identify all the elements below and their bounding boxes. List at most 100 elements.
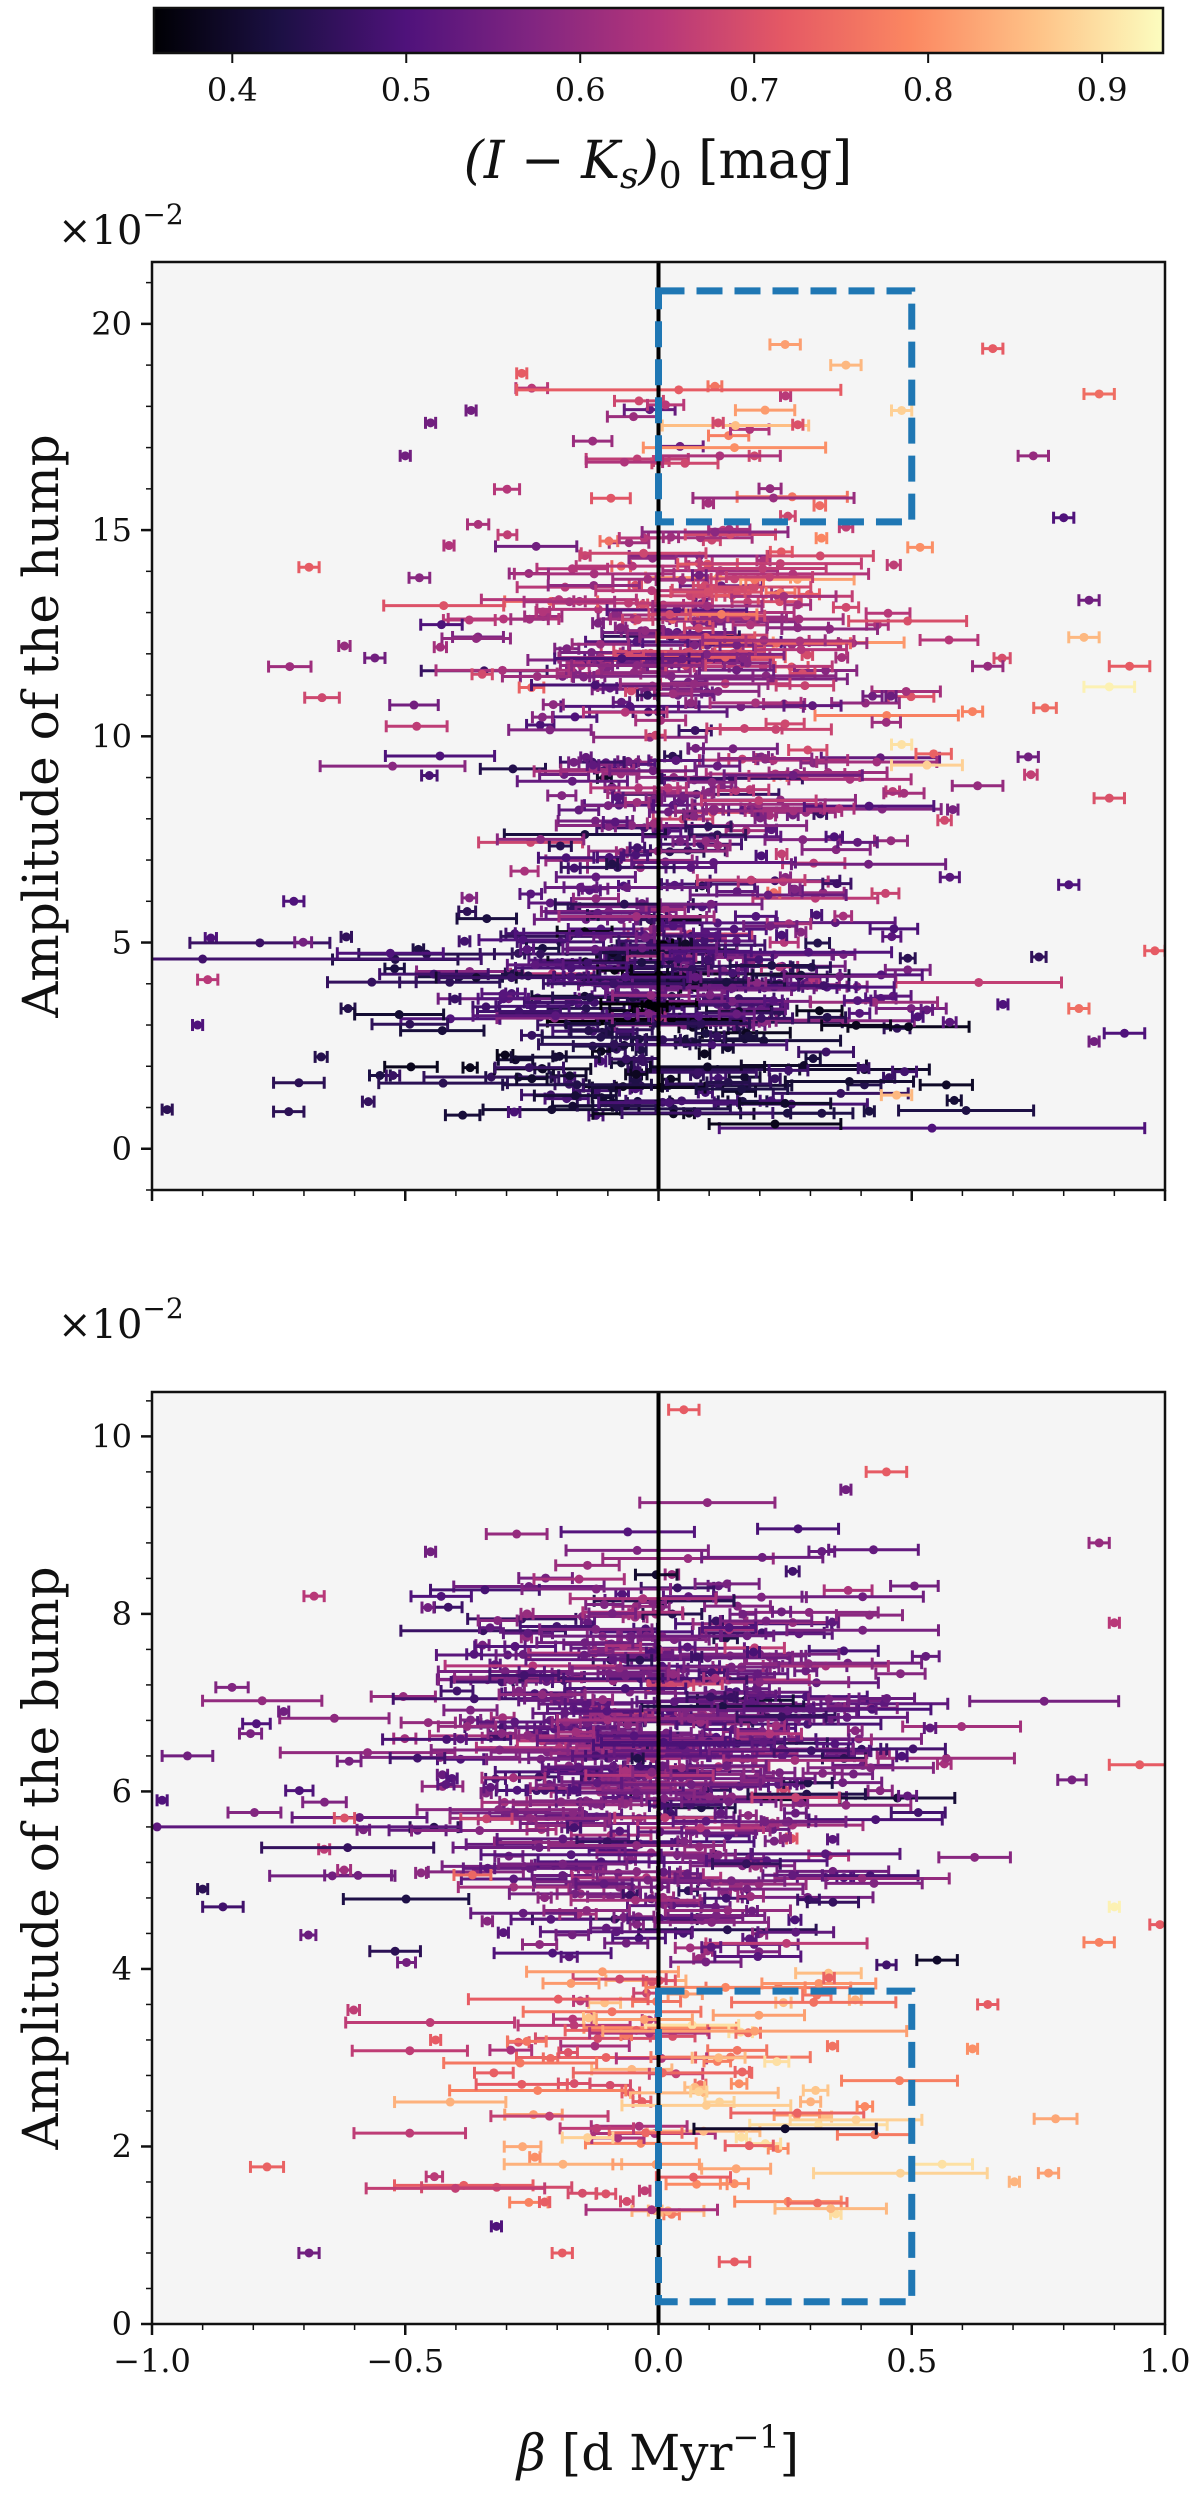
marker [604,821,614,831]
data-point [493,540,579,553]
marker [841,360,851,370]
marker [1039,1696,1049,1706]
data-point [697,1047,712,1060]
marker [841,602,851,612]
data-point [919,1003,935,1016]
marker [548,700,558,710]
marker [617,654,627,664]
data-point [821,877,853,890]
marker [471,633,481,643]
marker [522,944,532,954]
data-point [620,1106,775,1119]
marker [620,707,630,717]
marker [591,894,601,904]
data-point [683,810,705,823]
marker [770,1119,780,1129]
marker [808,701,818,711]
marker [405,1019,415,1029]
data-point [694,1082,790,1095]
marker [643,574,653,584]
marker [780,719,790,729]
data-point [443,1109,482,1122]
marker [752,978,762,988]
marker [803,745,813,755]
marker [998,999,1008,1009]
marker [703,498,713,508]
data-point [918,633,980,646]
marker [721,977,731,987]
marker [715,451,725,461]
marker [945,872,955,882]
data-point [645,817,663,830]
data-point [551,1100,595,1113]
marker [545,898,555,908]
data-point [775,929,789,942]
marker [597,932,607,942]
marker [588,436,598,446]
marker [595,639,605,649]
data-point [571,435,614,448]
data-point [660,419,811,432]
marker [806,2097,816,2107]
data-point [507,723,593,736]
marker [524,1063,534,1073]
marker [643,690,653,700]
marker [413,944,423,954]
marker [527,1030,537,1040]
marker [836,1088,846,1098]
marker [760,753,770,763]
marker [465,1063,475,1073]
data-point [889,738,914,751]
data-point [608,1053,645,1066]
data-point [814,532,829,545]
marker [685,591,695,601]
y-tick-label: 10 [91,717,132,755]
data-point [723,946,894,959]
marker [686,698,696,708]
marker [693,1067,703,1077]
marker [499,989,509,999]
marker [385,948,395,958]
marker [988,344,998,354]
data-point [881,930,903,943]
marker [367,977,377,987]
marker [438,1078,448,1088]
data-point [592,931,613,944]
marker [825,624,835,634]
marker [473,519,483,529]
marker [575,882,585,892]
marker [903,953,913,963]
marker [961,1105,971,1115]
marker [781,391,791,401]
marker [945,1017,955,1027]
marker [609,1039,619,1049]
marker [646,990,656,1000]
marker [883,608,893,618]
data-point [480,1915,495,1928]
data-point [601,816,629,829]
data-point [648,1060,767,1073]
colorbar-label: (I − Ks)0 [mag] [464,131,853,197]
data-point [1032,701,1058,714]
marker [812,910,822,920]
yaxis-top: 0 5 10 15 20 [91,281,152,1191]
marker [694,623,704,633]
data-point [687,828,748,841]
marker [673,954,683,964]
marker [853,837,863,847]
marker [716,609,726,619]
marker [689,679,699,689]
marker [841,1800,851,1810]
marker [691,743,701,753]
marker [821,1047,831,1057]
data-point [729,2077,749,2090]
data-point [885,558,902,571]
marker [587,648,597,658]
data-point [628,841,647,854]
marker [633,615,643,625]
marker [564,597,574,607]
marker [536,834,546,844]
data-point [461,1061,479,1074]
marker [458,1110,468,1120]
data-point [733,910,778,923]
